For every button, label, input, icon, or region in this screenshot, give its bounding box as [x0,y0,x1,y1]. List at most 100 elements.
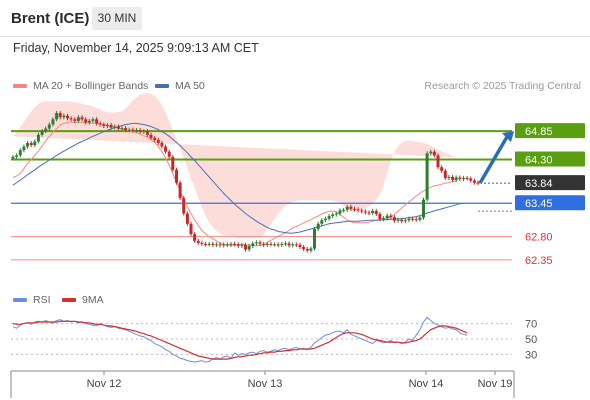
candle-body [66,115,69,119]
candle-body [273,244,277,246]
ma9-swatch-icon [62,298,76,303]
level-label: 62.35 [525,255,553,267]
candle-body [458,177,462,179]
candle-body [262,243,266,245]
candle-body [371,210,375,213]
candle-body [240,244,244,246]
candle-body [116,126,120,129]
level-label: 64.85 [525,126,553,138]
candle-body [440,167,444,171]
candle-body [164,146,168,152]
forecast-arrow-head [502,131,514,143]
candle-body [305,249,309,251]
candle-body [294,244,298,246]
candle-body [211,243,215,245]
candle-body [193,234,197,241]
candle-body [313,229,316,249]
research-credit: Research © 2025 Trading Central [424,80,581,92]
candle-body [291,244,295,246]
candle-body [342,209,346,211]
current-price-dot [492,182,494,184]
candle-body [356,209,360,211]
x-axis-label: Nov 13 [248,378,283,390]
candle-body [374,210,378,214]
level-label: 62.80 [525,232,553,244]
candle-body [15,155,19,157]
level-label-box [515,123,585,139]
candle-body [425,153,429,200]
header-bar: Brent (ICE) 30 MIN [0,0,590,37]
candle-body [432,151,436,156]
ma20-swatch-icon [13,84,27,89]
candle-body [247,245,251,250]
current-price-dot [504,182,506,184]
candle-body [454,177,458,181]
candle-body [62,115,66,118]
candle-body [385,215,389,219]
candle-body [127,129,131,131]
candle-body [338,210,342,214]
candle-body [258,242,262,244]
candle-body [302,247,306,250]
candle-body [363,211,367,213]
ma50-legend-label: MA 50 [175,80,205,92]
candle-body [36,134,40,142]
instrument-title: Brent (ICE) [11,10,90,27]
ma50-swatch-icon [155,84,169,89]
candle-body [429,151,433,154]
candle-body [200,242,204,244]
candle-body [91,119,95,121]
candle-body [287,243,291,246]
ma9-legend-label: 9MA [82,294,104,306]
candle-body [447,177,451,178]
candle-body [73,119,77,121]
candle-body [316,223,320,229]
legend-ma20: MA 20 + Bollinger Bands [13,80,148,92]
candle-body [51,119,55,125]
candle-body [327,216,331,219]
candle-body [229,243,233,245]
candle-body [160,143,164,147]
candle-body [167,151,171,157]
candle-body [218,244,222,246]
candle-body [18,150,22,156]
current-price-dot [484,182,486,184]
timeframe-button[interactable]: 30 MIN [92,7,142,30]
candle-body [349,206,353,209]
candle-body [29,143,33,146]
rsi-line [12,316,468,363]
candle-body [40,131,44,135]
ma20-legend-label: MA 20 + Bollinger Bands [33,80,149,92]
candle-body [280,243,284,245]
candle-body [334,213,338,215]
rsi-tick-label: 30 [525,349,537,361]
level-label: 63.45 [525,198,553,210]
candle-body [76,117,80,121]
candle-body [407,218,411,221]
candle-body [175,169,178,183]
candle-body [244,244,247,250]
candle-body [418,217,422,220]
candle-body [156,139,160,143]
candle-body [178,182,182,198]
candle-body [124,128,128,131]
candle-body [254,242,258,244]
candle-body [106,125,109,126]
candle-body [269,243,273,245]
rsi-tick-label: 70 [525,319,537,331]
candle-body [400,219,404,222]
candle-body [44,128,48,132]
candle-body [414,219,418,221]
candle-body [462,178,465,179]
candle-body [204,243,207,245]
candle-body [69,118,73,120]
candle-body [102,124,106,126]
x-axis-label: Nov 19 [478,378,513,390]
candle-body [392,217,396,221]
rsi-ma9-line [12,320,468,360]
candle-body [189,223,193,235]
candle-body [135,130,138,132]
candle-body [11,156,15,159]
candle-body [84,119,88,123]
candle-body [465,178,469,179]
